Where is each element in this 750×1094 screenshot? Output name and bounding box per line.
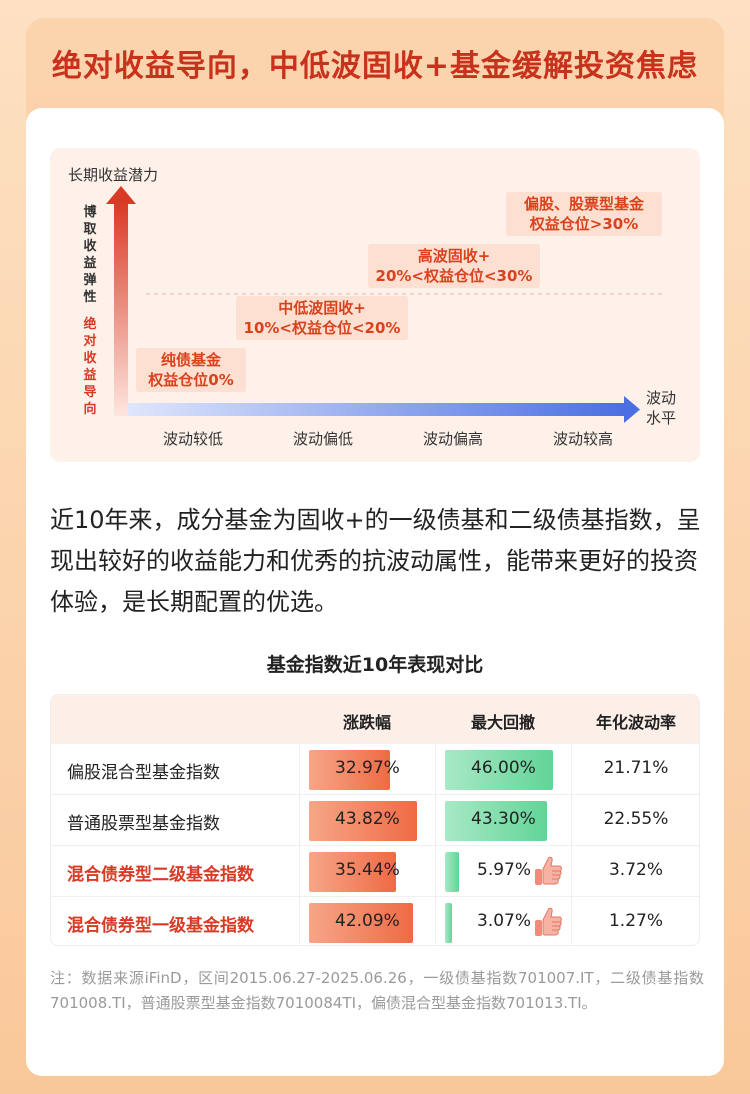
drawdown-bar: [445, 852, 459, 892]
y-axis-arrow-shaft: [114, 202, 128, 416]
step-name: 高波固收+: [417, 247, 491, 265]
thumbs-up-icon: [533, 854, 563, 892]
diagram-axes: [106, 186, 662, 423]
x-axis-arrow-head: [624, 396, 640, 423]
drawdown-bar: [445, 903, 452, 943]
y-vertical-label-upper: 博取收益弹性: [83, 205, 97, 305]
change-bar: [309, 903, 413, 943]
table-row: 普通股票型基金指数 43.82% 43.30% 22.55%: [51, 794, 699, 845]
step-pure-bond: 纯债基金 权益仓位0%: [136, 348, 246, 392]
volatility-value: 1.27%: [608, 911, 663, 931]
step-detail: 权益仓位0%: [148, 371, 234, 389]
volatility-value: 21.71%: [603, 758, 669, 778]
change-bar: [309, 750, 390, 790]
drawdown-value: 43.30%: [471, 809, 536, 829]
table-header: 涨跌幅 最大回撤 年化波动率: [51, 695, 699, 743]
drawdown-value: 3.07%: [477, 911, 532, 931]
step-name: 纯债基金: [160, 351, 221, 369]
page-header: 绝对收益导向，中低波固收+基金缓解投资焦虑: [26, 18, 724, 108]
drawdown-value: 5.97%: [477, 860, 532, 880]
row-name: 偏股混合型基金指数: [67, 763, 220, 783]
row-name: 混合债券型一级基金指数: [67, 916, 254, 936]
table-row: 偏股混合型基金指数 32.97% 46.00% 21.71%: [51, 743, 699, 794]
drawdown-bar: [445, 750, 553, 790]
table-row: 混合债券型一级基金指数 42.09% 3.07% 1.27%: [51, 896, 699, 945]
step-equity-fund: 偏股、股票型基金 权益仓位>30%: [506, 192, 662, 236]
thumbs-up-icon: [533, 905, 563, 943]
performance-table: 涨跌幅 最大回撤 年化波动率 偏股混合型基金指数 32.97% 46.00% 21.7…: [50, 694, 700, 946]
table-title: 基金指数近10年表现对比: [266, 654, 484, 676]
step-detail: 权益仓位>30%: [529, 215, 639, 233]
drawdown-bar: [445, 801, 547, 841]
footnote: 注：数据来源iFinD，区间2015.06.27-2025.06.26，一级债基…: [50, 969, 704, 1012]
y-axis-arrow-head: [106, 186, 136, 204]
x-axis-arrow-shaft: [128, 403, 626, 416]
step-low-vol-fixed-income-plus: 中低波固收+ 10%<权益仓位<20%: [236, 296, 408, 340]
row-name: 混合债券型二级基金指数: [67, 865, 254, 885]
volatility-return-diagram: 长期收益潜力 博取收益弹性 绝对收益导向 纯债基金 权益仓位0% 中低波固收+ …: [50, 148, 700, 462]
y-axis-title: 长期收益潜力: [68, 166, 159, 184]
x-tick-label: 波动较高: [552, 430, 613, 448]
change-value: 35.44%: [335, 860, 400, 880]
step-detail: 20%<权益仓位<30%: [375, 267, 533, 285]
column-header-change: 涨跌幅: [342, 713, 391, 732]
change-bar: [309, 801, 417, 841]
change-value: 32.97%: [335, 758, 400, 778]
change-bar: [309, 852, 396, 892]
body-paragraph: 近10年来，成分基金为固收+的一级债基和二级债基指数，呈现出较好的收益能力和优秀…: [50, 506, 701, 616]
x-axis-title: 波动水平: [646, 389, 677, 427]
volatility-value: 22.55%: [603, 809, 669, 829]
volatility-value: 3.72%: [608, 860, 663, 880]
step-name: 中低波固收+: [278, 299, 366, 317]
step-high-vol-fixed-income-plus: 高波固收+ 20%<权益仓位<30%: [368, 244, 540, 288]
x-tick-label: 波动偏高: [422, 430, 483, 448]
step-detail: 10%<权益仓位<20%: [243, 319, 401, 337]
drawdown-value: 46.00%: [471, 758, 536, 778]
change-value: 43.82%: [335, 809, 400, 829]
x-tick-label: 波动偏低: [292, 430, 353, 448]
table-row: 混合债券型二级基金指数 35.44% 5.97% 3.72%: [51, 845, 699, 896]
column-divider: [571, 743, 572, 945]
change-value: 42.09%: [335, 911, 400, 931]
column-divider: [299, 743, 300, 945]
column-header-drawdown: 最大回撤: [470, 713, 535, 732]
row-name: 普通股票型基金指数: [67, 814, 220, 834]
y-vertical-label-lower: 绝对收益导向: [83, 317, 97, 417]
column-header-volatility: 年化波动率: [595, 713, 676, 732]
x-tick-label: 波动较低: [162, 430, 223, 448]
column-divider: [435, 743, 436, 945]
page-title: 绝对收益导向，中低波固收+基金缓解投资焦虑: [51, 49, 699, 84]
step-name: 偏股、股票型基金: [523, 195, 644, 213]
